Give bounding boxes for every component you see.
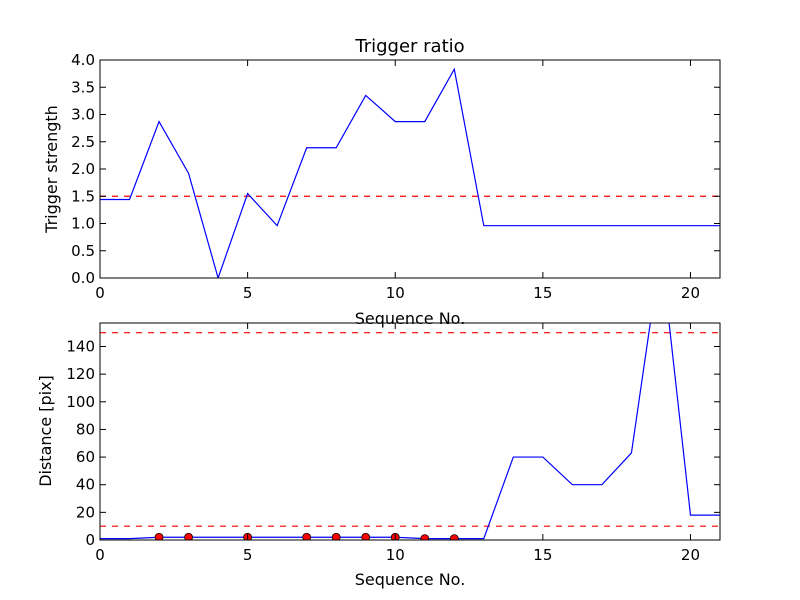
bottom-data-marker	[184, 532, 193, 540]
bottom-x-tick-label: 5	[243, 546, 253, 564]
top-x-tick-label: 10	[386, 284, 405, 302]
bottom-y-tick-label: 140	[66, 337, 95, 355]
bottom-x-axis-label: Sequence No.	[355, 570, 466, 589]
bottom-x-tick-label: 10	[386, 546, 405, 564]
bottom-y-tick-label: 20	[76, 503, 95, 521]
top-y-tick-label: 2.5	[71, 133, 95, 151]
bottom-data-marker	[302, 532, 312, 540]
top-y-axis-label: Trigger strength	[42, 105, 61, 234]
bottom-y-tick-label: 0	[85, 531, 95, 549]
top-series-line	[100, 67, 720, 278]
bottom-data-marker	[361, 532, 371, 540]
top-y-tick-label: 3.0	[71, 106, 95, 124]
bottom-x-tick-label: 15	[533, 546, 552, 564]
bottom-data-marker	[331, 532, 341, 540]
top-x-axis-label: Sequence No.	[355, 309, 466, 328]
bottom-y-tick-label: 80	[76, 420, 95, 438]
top-y-tick-label: 3.5	[71, 78, 95, 96]
top-y-tick-label: 1.5	[71, 187, 95, 205]
bottom-subplot: 0 5 10 15 20 0 20 40 60 80 100 120 140 Sequence No.…	[36, 322, 721, 589]
bottom-y-axis-label: Distance [pix]	[36, 375, 55, 487]
bottom-data-marker	[449, 534, 459, 540]
top-y-tick-label: 0.0	[71, 269, 95, 287]
bottom-x-tick-label: 0	[95, 546, 105, 564]
bottom-plot-frame	[99, 322, 721, 541]
top-subplot: Trigger ratio 0 5 10 15 20 0.0 0.5 1.0 1.5 2.0 2.…	[42, 36, 721, 328]
bottom-series-line	[100, 323, 720, 540]
top-x-tick-label: 5	[243, 284, 253, 302]
top-x-tick-label: 15	[533, 284, 552, 302]
top-plot-frame	[99, 59, 721, 279]
bottom-y-tick-label: 100	[66, 393, 95, 411]
top-y-tick-label: 2.0	[71, 160, 95, 178]
top-x-tick-label: 0	[95, 284, 105, 302]
bottom-y-tick-label: 40	[76, 476, 95, 494]
bottom-data-marker	[154, 532, 164, 540]
bottom-data-marker	[420, 534, 430, 540]
bottom-y-tick-label: 120	[66, 365, 95, 383]
bottom-x-tick-label: 20	[681, 546, 700, 564]
top-y-tick-label: 1.0	[71, 215, 95, 233]
top-x-tick-label: 20	[681, 284, 700, 302]
bottom-y-tick-label: 60	[76, 448, 95, 466]
top-chart-title: Trigger ratio	[354, 36, 464, 57]
top-y-tick-label: 0.5	[71, 242, 95, 260]
top-y-tick-label: 4.0	[71, 51, 95, 69]
